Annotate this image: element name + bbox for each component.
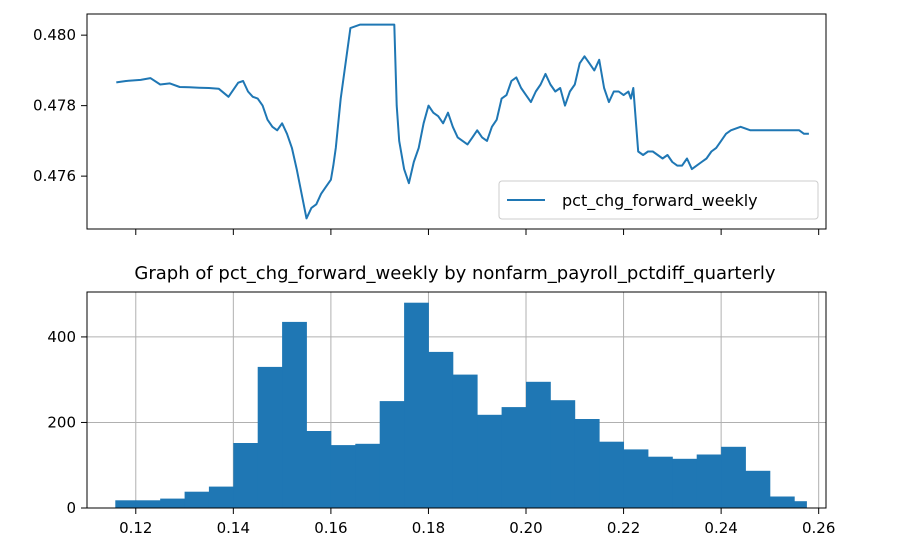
histogram-bar-26: [745, 470, 771, 508]
histogram-bar-0: [115, 500, 137, 508]
histogram-bar-13: [428, 351, 454, 508]
histogram-x-tick-label-3: 0.18: [412, 519, 445, 537]
histogram-bar-7: [282, 321, 307, 508]
histogram-bar-8: [306, 431, 332, 508]
histogram-x-tick-label-6: 0.24: [704, 519, 737, 537]
legend-box: [498, 180, 819, 220]
histogram-bar-15: [477, 414, 502, 508]
histogram-x-tick-label-4: 0.20: [509, 519, 542, 537]
histogram-bar-9: [330, 445, 356, 508]
histogram-bar-12: [404, 302, 429, 508]
histogram-bar-24: [696, 454, 722, 508]
histogram-chart: Graph of pct_chg_forward_weekly by nonfa…: [47, 263, 835, 537]
histogram-bar-21: [623, 449, 649, 508]
histogram-frame: [86, 291, 827, 509]
line-chart-x-ticks: [135, 229, 820, 235]
line-chart-y-ticks: 0.476 0.478 0.480: [33, 26, 87, 185]
line-chart-y-tick-label-0: 0.476: [33, 167, 76, 185]
line-chart: 0.476 0.478 0.480 pct_chg_forward_weekly: [33, 13, 827, 235]
histogram-x-tick-label-1: 0.14: [217, 519, 250, 537]
histogram-x-tick-label-5: 0.22: [607, 519, 640, 537]
histogram-bar-14: [452, 374, 478, 508]
histogram-bar-16: [501, 407, 527, 508]
histogram-x-tick-label-7: 0.26: [802, 519, 835, 537]
histogram-bar-27: [769, 496, 795, 508]
histogram-x-tick-label-0: 0.12: [119, 519, 152, 537]
histogram-bar-10: [355, 443, 381, 508]
histogram-x-ticks: 0.12 0.14 0.16 0.18 0.20 0.22 0.24 0.26: [119, 508, 835, 537]
line-chart-y-tick-label-2: 0.480: [33, 26, 76, 44]
histogram-bar-23: [672, 458, 698, 508]
histogram-x-tick-label-2: 0.16: [314, 519, 347, 537]
legend: pct_chg_forward_weekly: [498, 180, 819, 220]
histogram-bars: [115, 302, 807, 508]
histogram-title: Graph of pct_chg_forward_weekly by nonfa…: [134, 263, 776, 284]
histogram-bar-20: [599, 441, 624, 508]
histogram-bar-5: [233, 443, 259, 508]
histogram-bar-17: [526, 381, 551, 508]
histogram-bar-25: [721, 446, 746, 508]
histogram-bar-19: [574, 419, 600, 508]
histogram-bar-3: [184, 491, 210, 508]
line-chart-frame: [86, 13, 827, 230]
histogram-y-tick-label-1: 200: [47, 413, 76, 431]
histogram-y-ticks: 0 200 400: [47, 328, 87, 517]
series-line-pct-chg-forward-weekly: [116, 23, 809, 220]
histogram-bar-4: [208, 486, 234, 508]
histogram-bar-22: [648, 456, 673, 508]
histogram-bar-1: [135, 500, 161, 508]
histogram-bar-2: [160, 498, 185, 508]
histogram-y-tick-label-2: 400: [47, 328, 76, 346]
histogram-bar-18: [550, 400, 576, 508]
histogram-bar-28: [794, 501, 807, 508]
line-chart-y-tick-label-1: 0.478: [33, 97, 76, 115]
legend-entry-label: pct_chg_forward_weekly: [562, 191, 758, 211]
histogram-bar-6: [257, 366, 283, 508]
histogram-y-tick-label-0: 0: [66, 499, 76, 517]
histogram-bar-11: [379, 401, 405, 508]
